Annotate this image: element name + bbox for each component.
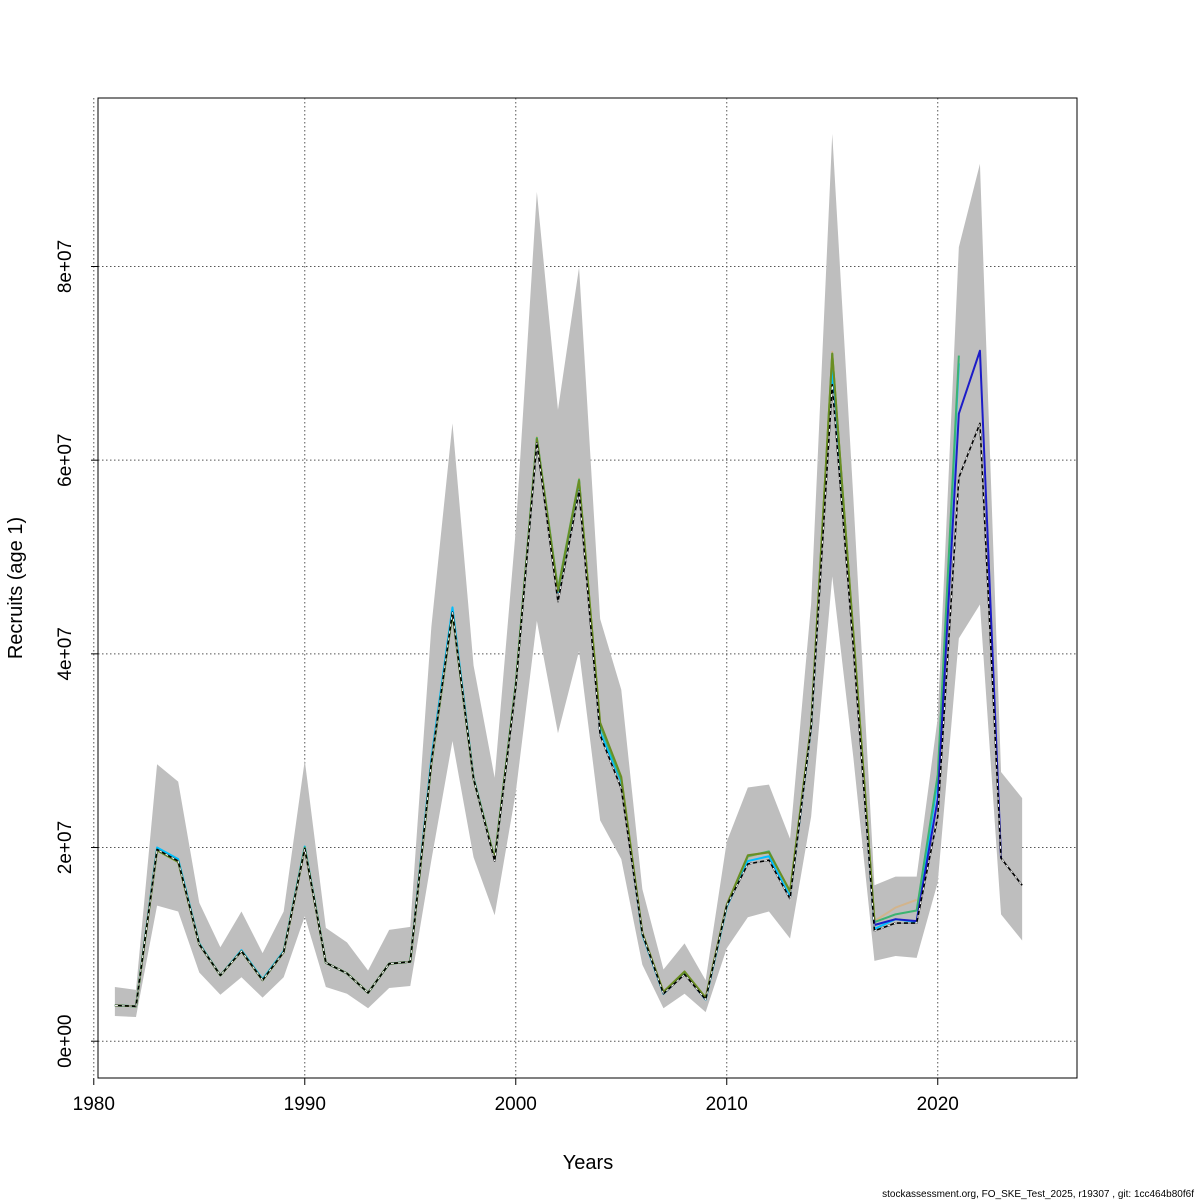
x-tick-label: 2000 (495, 1094, 537, 1115)
y-tick-label: 8e+07 (55, 240, 76, 293)
series-line-dash-overlay (114, 384, 1023, 1007)
series-line-4 (852, 349, 1003, 926)
y-axis: 0e+00 2e+07 4e+07 6e+07 8e+07 (55, 240, 98, 1068)
footer-note: stockassessment.org, FO_SKE_Test_2025, r… (882, 1189, 1194, 1200)
y-axis-title: Recruits (age 1) (5, 517, 27, 659)
y-tick-label: 4e+07 (55, 627, 76, 680)
x-tick-label: 2010 (706, 1094, 748, 1115)
confidence-band-area (114, 133, 1023, 1017)
confidence-band (114, 133, 1023, 1017)
x-tick-label: 1980 (73, 1094, 115, 1115)
y-tick-label: 2e+07 (55, 821, 76, 874)
x-axis-title: Years (563, 1152, 613, 1174)
y-tick-label: 0e+00 (55, 1015, 76, 1068)
y-tick-label: 6e+07 (55, 433, 76, 486)
plot-frame (97, 97, 1078, 1079)
x-axis: 1980 1990 2000 2010 2020 (73, 1078, 959, 1115)
series-lines (114, 349, 1023, 1008)
x-tick-label: 1990 (284, 1094, 326, 1115)
x-tick-label: 2020 (917, 1094, 959, 1115)
